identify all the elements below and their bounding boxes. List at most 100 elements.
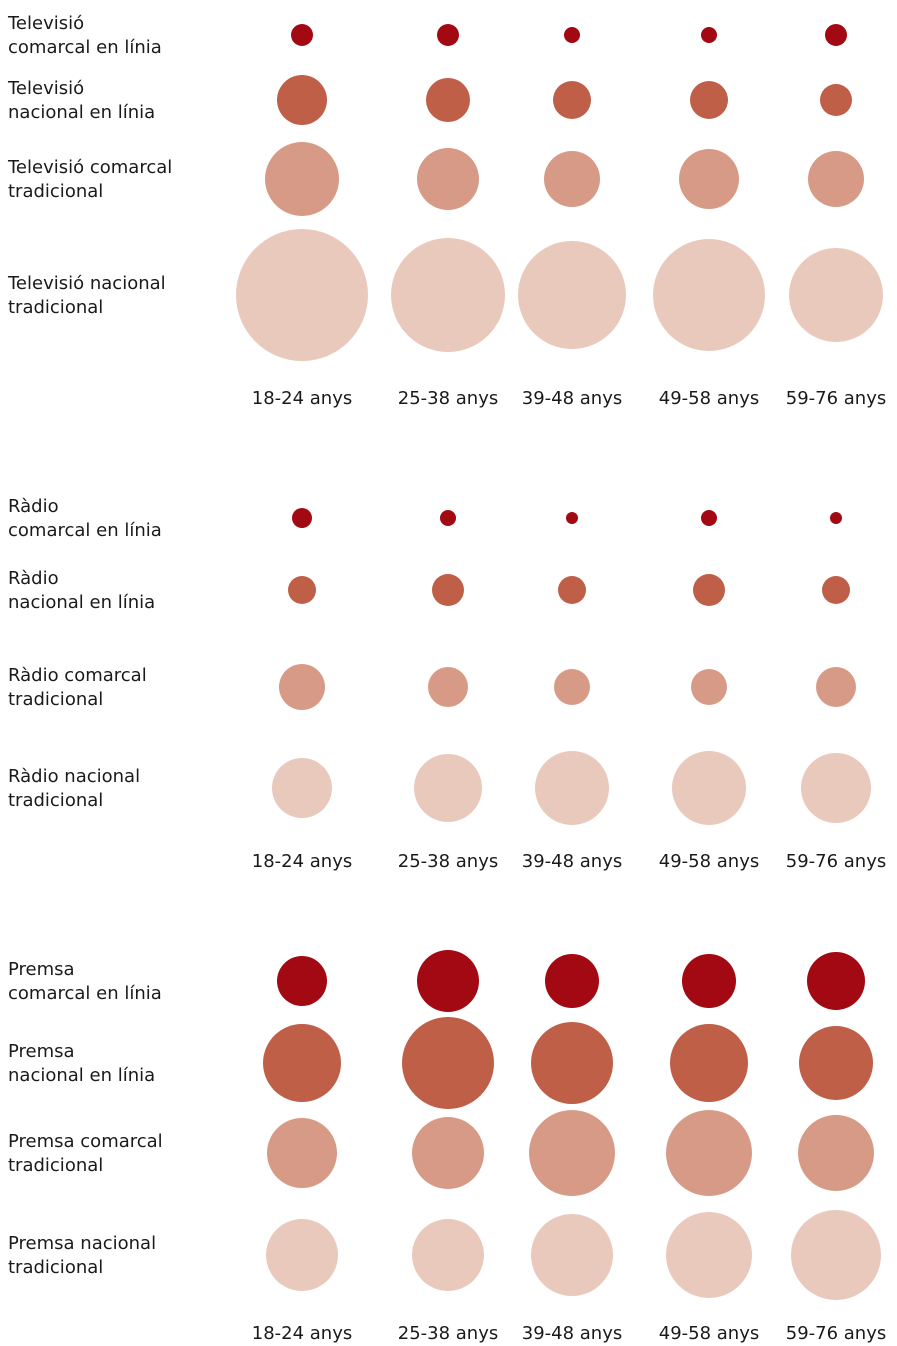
row-label: Televisió comarcal tradicional <box>7 157 172 202</box>
age-label: 18-24 anys <box>252 1323 353 1344</box>
row-label: Ràdio nacional en línia <box>8 568 155 613</box>
row-label-line: tradicional <box>8 790 103 811</box>
age-label: 18-24 anys <box>252 851 353 872</box>
bubble <box>553 81 591 119</box>
row-label-line: comarcal en línia <box>8 37 162 58</box>
row-label: Ràdio comarcal tradicional <box>8 665 147 710</box>
bubble <box>391 238 505 352</box>
row-label-line: tradicional <box>8 181 103 202</box>
bubble <box>693 574 725 606</box>
bubble <box>440 510 456 526</box>
bubble <box>820 84 852 116</box>
row-label-line: Premsa comarcal <box>8 1131 163 1152</box>
age-label: 49-58 anys <box>659 388 760 409</box>
row-label-line: tradicional <box>8 689 103 710</box>
bubble <box>672 751 746 825</box>
bubble <box>791 1210 881 1300</box>
row-label-line: comarcal en línia <box>8 520 162 541</box>
bubble <box>236 229 368 361</box>
bubble <box>535 751 609 825</box>
age-label: 25-38 anys <box>398 851 499 872</box>
row-label-line: Premsa nacional <box>8 1233 156 1254</box>
row-label: Premsa comarcal tradicional <box>8 1131 163 1176</box>
bubble <box>801 753 871 823</box>
bubble <box>653 239 765 351</box>
bubble <box>279 664 325 710</box>
bubble <box>277 75 327 125</box>
age-label: 49-58 anys <box>659 851 760 872</box>
age-label: 49-58 anys <box>659 1323 760 1344</box>
row-label-line: tradicional <box>8 1155 103 1176</box>
bubble <box>263 1024 341 1102</box>
row-label: Ràdio nacional tradicional <box>8 766 140 811</box>
row-label-line: nacional en línia <box>8 1065 155 1086</box>
bubble <box>830 512 842 524</box>
bubble <box>545 954 599 1008</box>
bubble <box>789 248 883 342</box>
bubble <box>558 576 586 604</box>
row-label-line: Ràdio nacional <box>8 766 140 787</box>
bubble <box>679 149 739 209</box>
bubble <box>426 78 470 122</box>
bubble <box>272 758 332 818</box>
age-label: 39-48 anys <box>522 1323 623 1344</box>
row-label-line: nacional en línia <box>8 102 155 123</box>
bubble <box>670 1024 748 1102</box>
row-label-line: Ràdio <box>8 496 59 517</box>
bubble <box>799 1026 873 1100</box>
row-label-line: Ràdio <box>8 568 59 589</box>
bubble <box>554 669 590 705</box>
age-label: 59-76 anys <box>786 1323 887 1344</box>
bubble <box>816 667 856 707</box>
age-label: 39-48 anys <box>522 851 623 872</box>
bubble <box>564 27 580 43</box>
bubble <box>531 1214 613 1296</box>
bubble <box>691 669 727 705</box>
bubble <box>417 148 479 210</box>
panel-radio: Ràdio comarcal en línia Ràdio nacional en l… <box>8 496 886 872</box>
bubble <box>437 24 459 46</box>
row-label-line: Televisió comarcal <box>7 157 172 178</box>
bubble <box>402 1017 494 1109</box>
bubble <box>822 576 850 604</box>
bubble <box>414 754 482 822</box>
age-label: 39-48 anys <box>522 388 623 409</box>
age-label: 25-38 anys <box>398 388 499 409</box>
panel-televisio: Televisió comarcal en línia Televisió nacio… <box>7 13 886 409</box>
bubble <box>412 1117 484 1189</box>
age-label: 59-76 anys <box>786 851 887 872</box>
bubble <box>808 151 864 207</box>
bubble <box>701 510 717 526</box>
row-label-line: tradicional <box>8 297 103 318</box>
row-label-line: nacional en línia <box>8 592 155 613</box>
bubble <box>518 241 626 349</box>
bubble <box>701 27 717 43</box>
row-label: Premsa comarcal en línia <box>8 959 162 1004</box>
row-label-line: Televisió <box>7 78 84 99</box>
row-label-line: tradicional <box>8 1257 103 1278</box>
age-label: 25-38 anys <box>398 1323 499 1344</box>
row-label: Premsa nacional tradicional <box>8 1233 156 1278</box>
row-label-line: Televisió nacional <box>7 273 166 294</box>
row-label: Premsa nacional en línia <box>8 1041 155 1086</box>
bubble <box>529 1110 615 1196</box>
bubble <box>807 952 865 1010</box>
row-label-line: comarcal en línia <box>8 983 162 1004</box>
bubble <box>428 667 468 707</box>
bubble <box>432 574 464 606</box>
bubble <box>267 1118 337 1188</box>
bubble <box>544 151 600 207</box>
panel-premsa: Premsa comarcal en línia Premsa nacional en… <box>8 950 886 1344</box>
bubble <box>825 24 847 46</box>
bubble <box>682 954 736 1008</box>
row-label-line: Televisió <box>7 13 84 34</box>
bubble <box>265 142 339 216</box>
row-label-line: Premsa <box>8 1041 75 1062</box>
bubble <box>531 1022 613 1104</box>
bubble <box>666 1212 752 1298</box>
bubble <box>417 950 479 1012</box>
bubble <box>266 1219 338 1291</box>
row-label: Televisió nacional tradicional <box>7 273 166 318</box>
age-label: 18-24 anys <box>252 388 353 409</box>
